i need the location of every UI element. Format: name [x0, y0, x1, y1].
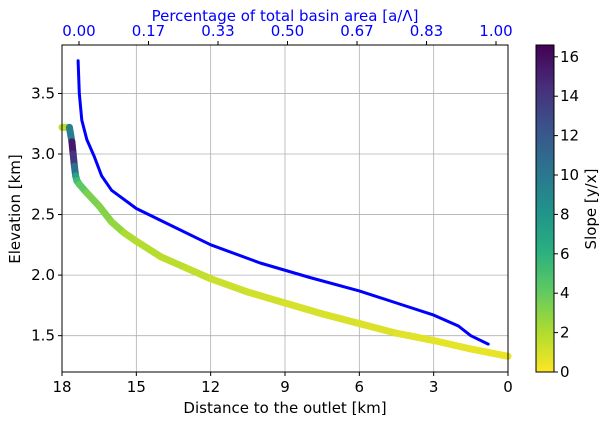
top-tick-label: 0.83 — [410, 22, 443, 40]
y-tick-label: 3.5 — [31, 84, 55, 102]
colorbar-title: Slope [y/x] — [582, 169, 600, 250]
colorbar-tick-label: 14 — [560, 87, 579, 105]
x-tick-label: 6 — [355, 378, 365, 396]
x-tick-label: 12 — [201, 378, 220, 396]
x-tick-label: 9 — [280, 378, 290, 396]
profile-segment — [157, 253, 190, 272]
y-tick-label: 3.0 — [31, 145, 55, 163]
left-axis: 1.5 2.0 2.5 3.0 3.5 — [31, 84, 62, 345]
colorbar-tick-label: 6 — [560, 245, 570, 263]
colorbar-tick-label: 4 — [560, 284, 570, 302]
x-tick-label: 0 — [503, 378, 513, 396]
series-layer — [58, 59, 512, 360]
colorbar-tick-label: 8 — [560, 205, 570, 223]
profile-segment — [355, 320, 400, 337]
colorbar-tick-label: 12 — [560, 127, 579, 145]
bottom-axis: 18 15 12 9 6 3 0 — [52, 372, 513, 396]
profile-segment — [393, 329, 438, 345]
profile-segment — [281, 299, 326, 318]
profile-segment — [207, 275, 252, 296]
profile-segment — [132, 237, 165, 261]
top-tick-label: 0.17 — [132, 22, 165, 40]
colorbar-tick-label: 16 — [560, 48, 579, 66]
top-tick-label: 0.67 — [340, 22, 373, 40]
top-axis-title: Percentage of total basin area [a/Λ] — [152, 7, 419, 25]
x-tick-label: 3 — [429, 378, 439, 396]
top-tick-label: 0.50 — [271, 22, 304, 40]
profile-segment — [182, 264, 215, 283]
colorbar-axis: 0 2 4 6 8 10 12 14 16 — [554, 48, 579, 381]
colorbar — [535, 44, 555, 373]
top-axis: 0.00 0.17 0.33 0.50 0.67 0.83 1.00 — [62, 22, 513, 45]
x-axis-title: Distance to the outlet [km] — [183, 399, 386, 417]
top-tick-label: 0.00 — [62, 22, 95, 40]
profile-segment — [467, 345, 512, 360]
colorbar-tick-label: 0 — [560, 363, 570, 381]
area-curve-line — [76, 59, 490, 346]
x-tick-label: 15 — [127, 378, 146, 396]
profile-segment — [430, 337, 475, 353]
grid — [61, 45, 509, 372]
colorbar-tick-label: 10 — [560, 166, 579, 184]
y-tick-label: 2.0 — [31, 266, 55, 284]
y-tick-label: 2.5 — [31, 206, 55, 224]
top-tick-label: 1.00 — [479, 22, 512, 40]
profile-segment — [244, 288, 289, 307]
x-tick-label: 18 — [52, 378, 71, 396]
colorbar-tick-label: 2 — [560, 324, 570, 342]
y-tick-label: 1.5 — [31, 327, 55, 345]
profile-segment — [318, 310, 363, 328]
y-axis-title: Elevation [km] — [6, 154, 24, 263]
top-tick-label: 0.33 — [201, 22, 234, 40]
